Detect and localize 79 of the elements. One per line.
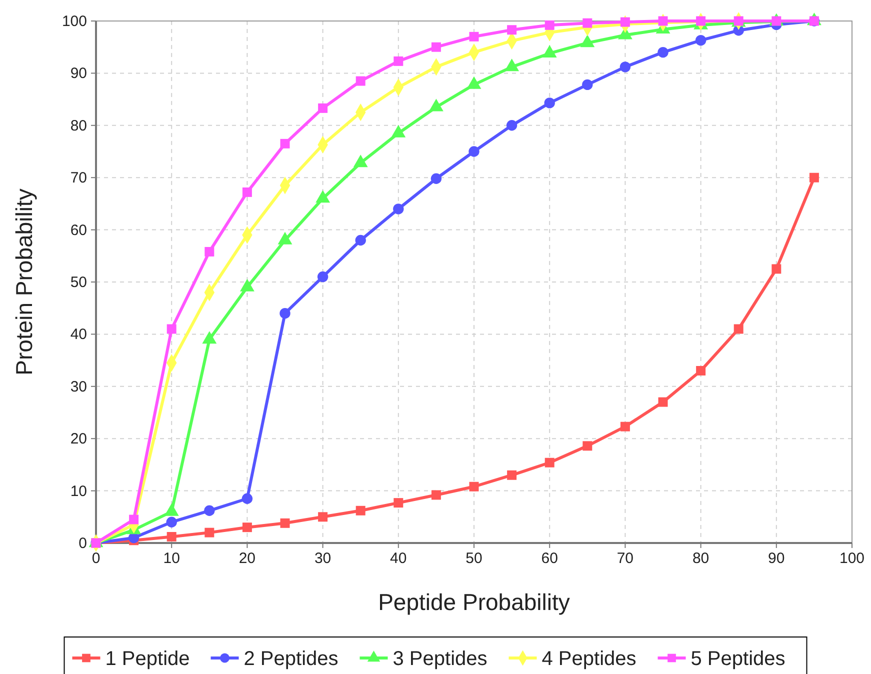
x-tick-label: 70: [616, 550, 634, 567]
point: [394, 498, 404, 508]
point: [696, 366, 706, 376]
point: [582, 441, 592, 451]
point: [129, 514, 139, 524]
point: [772, 264, 782, 274]
y-tick-label: 10: [70, 482, 87, 500]
y-tick-label: 40: [70, 326, 87, 344]
y-tick-label: 0: [78, 535, 87, 552]
point: [242, 187, 252, 197]
x-tick-label: 50: [466, 550, 482, 567]
point: [204, 246, 214, 256]
point: [506, 120, 518, 131]
point: [242, 522, 252, 532]
point: [469, 482, 479, 492]
point: [356, 76, 366, 86]
x-tick-label: 10: [163, 550, 180, 567]
x-tick-label: 20: [238, 550, 256, 567]
point: [620, 422, 630, 432]
point: [280, 308, 290, 319]
point: [166, 532, 176, 542]
point: [394, 56, 404, 66]
point: [393, 204, 404, 214]
point: [809, 172, 819, 182]
legend-label: 4 Peptides: [542, 648, 636, 670]
point: [318, 103, 328, 113]
x-tick-label: 100: [839, 550, 865, 567]
x-tick-label: 90: [768, 550, 785, 567]
y-tick-label: 100: [62, 13, 87, 30]
point: [544, 98, 555, 108]
point: [620, 17, 630, 27]
y-tick-label: 50: [70, 274, 87, 291]
point: [317, 271, 328, 282]
y-tick-label: 90: [70, 65, 87, 82]
x-axis-title: Peptide Probability: [378, 589, 570, 615]
point: [544, 20, 554, 30]
y-tick-label: 20: [70, 430, 87, 448]
y-tick-label: 70: [70, 170, 87, 187]
point: [468, 146, 480, 157]
point: [734, 16, 744, 26]
point: [431, 42, 441, 52]
point: [280, 138, 290, 148]
x-tick-label: 60: [541, 550, 558, 567]
point: [430, 173, 442, 184]
legend-label: 2 Peptides: [244, 648, 338, 670]
point: [582, 79, 593, 90]
x-tick-label: 80: [692, 550, 710, 567]
point: [356, 506, 366, 516]
point: [695, 34, 706, 46]
point: [658, 397, 668, 407]
legend-label: 1 Peptide: [105, 648, 190, 670]
point: [582, 18, 592, 28]
point: [204, 528, 214, 538]
point: [204, 505, 215, 516]
point: [658, 46, 668, 58]
point: [507, 470, 517, 480]
legend-label: 5 Peptides: [690, 648, 786, 670]
point: [620, 62, 631, 72]
point: [734, 324, 744, 334]
point: [242, 493, 253, 504]
point: [355, 234, 366, 246]
x-tick-label: 0: [92, 550, 100, 567]
point: [166, 324, 176, 334]
point: [544, 458, 554, 468]
point: [507, 25, 517, 35]
y-axis-title: Protein Probability: [11, 188, 37, 376]
point: [280, 518, 290, 528]
point: [318, 512, 328, 522]
point: [658, 16, 668, 26]
y-tick-label: 80: [70, 117, 87, 134]
point: [469, 32, 479, 42]
point: [166, 516, 177, 528]
legend-label: 3 Peptides: [392, 648, 488, 670]
point: [431, 490, 441, 500]
point: [696, 16, 706, 26]
y-tick-label: 60: [70, 222, 87, 239]
x-tick-label: 40: [390, 550, 407, 567]
x-tick-label: 30: [314, 550, 332, 567]
y-tick-label: 30: [70, 378, 87, 396]
